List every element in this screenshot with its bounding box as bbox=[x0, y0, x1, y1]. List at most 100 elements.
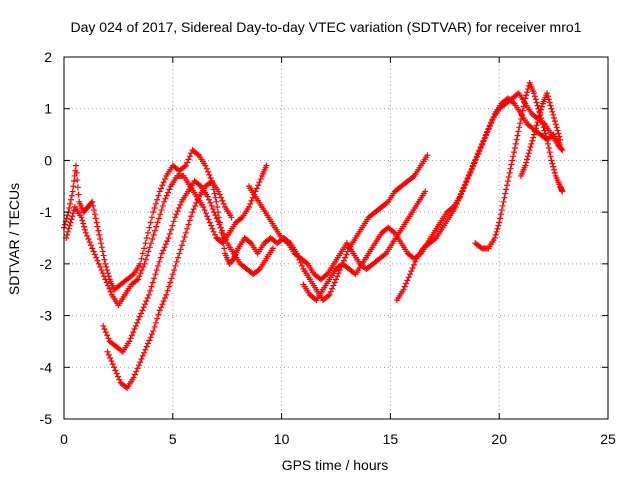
data-point bbox=[94, 257, 101, 264]
data-point bbox=[511, 145, 518, 152]
data-point bbox=[549, 108, 556, 115]
data-point bbox=[142, 240, 149, 247]
data-point bbox=[477, 145, 484, 152]
data-point bbox=[517, 120, 524, 127]
data-point bbox=[136, 273, 143, 280]
data-point bbox=[101, 256, 108, 263]
data-point bbox=[141, 260, 148, 267]
data-point bbox=[93, 219, 100, 226]
data-point bbox=[141, 349, 148, 356]
data-point bbox=[186, 153, 193, 160]
data-point bbox=[516, 124, 523, 131]
data-point bbox=[221, 245, 228, 252]
data-point bbox=[194, 151, 201, 158]
data-point bbox=[176, 250, 183, 257]
data-point bbox=[205, 196, 212, 203]
data-point bbox=[130, 329, 137, 336]
data-point bbox=[94, 223, 101, 230]
data-point bbox=[160, 298, 167, 305]
data-point bbox=[550, 111, 557, 118]
data-point bbox=[156, 258, 163, 265]
data-point bbox=[312, 296, 319, 303]
data-point bbox=[63, 215, 70, 222]
data-point bbox=[459, 188, 466, 195]
data-point bbox=[70, 210, 77, 217]
data-point bbox=[536, 112, 543, 119]
data-point bbox=[71, 172, 78, 179]
data-point bbox=[219, 197, 226, 204]
data-point bbox=[149, 279, 156, 286]
data-point bbox=[133, 368, 140, 375]
data-point bbox=[551, 115, 558, 122]
data-point bbox=[212, 231, 219, 238]
data-point bbox=[528, 140, 535, 147]
data-point bbox=[490, 113, 497, 120]
data-point bbox=[524, 153, 531, 160]
data-point bbox=[218, 194, 225, 201]
data-point bbox=[175, 254, 182, 261]
data-point bbox=[547, 153, 554, 160]
data-point bbox=[135, 362, 142, 369]
data-point bbox=[325, 292, 332, 299]
data-point bbox=[144, 340, 151, 347]
data-point bbox=[69, 213, 76, 220]
data-point bbox=[90, 202, 97, 209]
data-point bbox=[476, 148, 483, 155]
data-point bbox=[177, 201, 184, 208]
data-point bbox=[145, 248, 152, 255]
data-point bbox=[184, 159, 191, 166]
data-point bbox=[524, 89, 531, 96]
data-point bbox=[555, 130, 562, 137]
x-tick-label: 25 bbox=[600, 431, 616, 447]
data-point bbox=[161, 176, 168, 183]
data-point bbox=[507, 165, 514, 172]
data-point bbox=[299, 262, 306, 269]
data-point bbox=[208, 202, 215, 209]
series-track-h bbox=[472, 79, 566, 252]
data-point bbox=[143, 343, 150, 350]
data-point bbox=[133, 277, 140, 284]
data-point bbox=[524, 156, 531, 163]
data-point bbox=[140, 304, 147, 311]
data-point bbox=[149, 236, 156, 243]
data-point bbox=[467, 169, 474, 176]
data-point bbox=[141, 301, 148, 308]
data-point bbox=[151, 275, 158, 282]
data-point bbox=[108, 358, 115, 365]
data-point bbox=[66, 222, 73, 229]
data-point bbox=[547, 102, 554, 109]
data-point bbox=[190, 206, 197, 213]
data-point bbox=[460, 185, 467, 192]
y-tick-label: -4 bbox=[40, 359, 53, 375]
data-point bbox=[88, 199, 95, 206]
data-point bbox=[67, 200, 74, 207]
data-point bbox=[127, 335, 134, 342]
data-point bbox=[482, 132, 489, 139]
data-point bbox=[144, 229, 151, 236]
data-point bbox=[552, 121, 559, 128]
data-point bbox=[81, 226, 88, 233]
data-point bbox=[139, 307, 146, 314]
data-point bbox=[171, 267, 178, 274]
data-point bbox=[558, 146, 565, 153]
data-point bbox=[216, 221, 223, 228]
data-point bbox=[504, 182, 511, 189]
data-point bbox=[155, 215, 162, 222]
data-point bbox=[74, 184, 81, 191]
data-point bbox=[172, 262, 179, 269]
data-point bbox=[486, 123, 493, 130]
series-track-c bbox=[100, 178, 276, 355]
series-track-b bbox=[63, 162, 270, 309]
data-point bbox=[493, 228, 500, 235]
data-point bbox=[164, 287, 171, 294]
data-point bbox=[158, 250, 165, 257]
data-point bbox=[248, 197, 255, 204]
data-point bbox=[401, 283, 408, 290]
y-tick-label: -2 bbox=[40, 256, 53, 272]
data-point bbox=[510, 153, 517, 160]
data-point bbox=[186, 217, 193, 224]
data-point bbox=[97, 263, 104, 270]
data-point bbox=[400, 286, 407, 293]
data-point bbox=[64, 212, 71, 219]
data-point bbox=[104, 332, 111, 339]
